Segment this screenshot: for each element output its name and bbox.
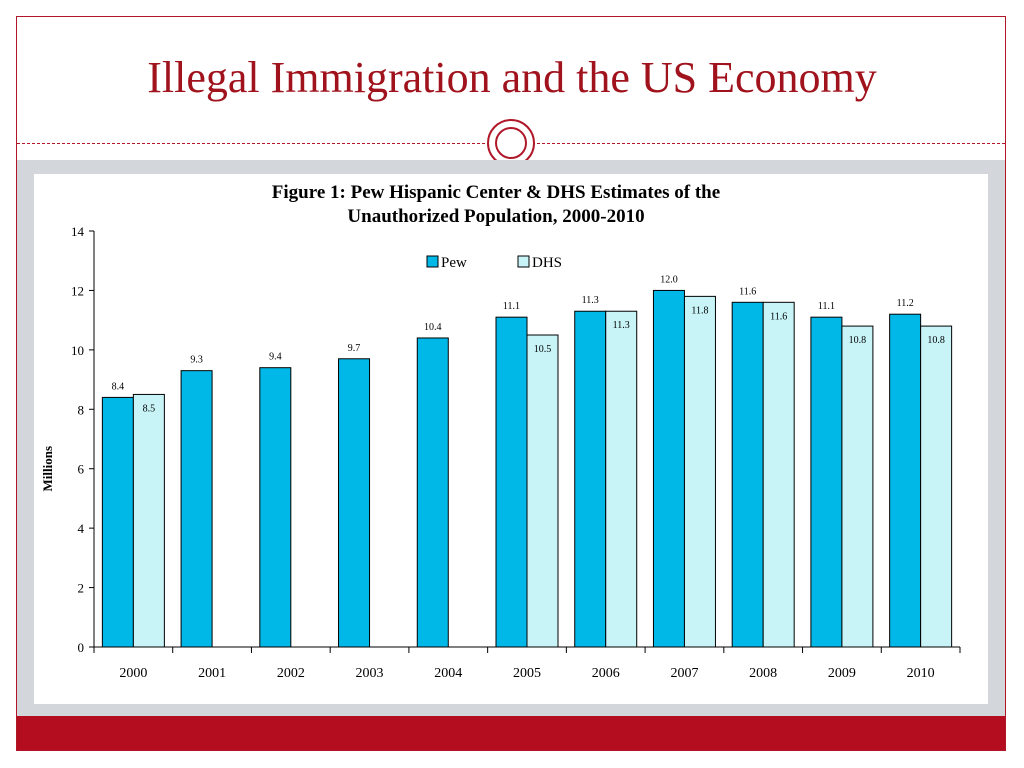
x-tick-label: 2006: [592, 666, 620, 681]
data-label-dhs: 11.8: [691, 305, 708, 316]
bar-chart: Figure 1: Pew Hispanic Center & DHS Esti…: [40, 182, 961, 681]
chart-area: Figure 1: Pew Hispanic Center & DHS Esti…: [34, 174, 988, 704]
y-tick-label: 14: [71, 224, 85, 239]
bar-dhs: [132, 393, 165, 648]
data-label-pew: 11.6: [739, 286, 756, 297]
footer-bar: [17, 716, 1005, 750]
bar-dhs: [762, 301, 795, 648]
data-label-pew: 10.4: [424, 322, 442, 333]
x-tick-label: 2009: [828, 666, 856, 681]
x-tick-label: 2005: [513, 666, 541, 681]
bar-dhs: [526, 334, 559, 648]
y-tick-label: 6: [78, 462, 85, 477]
bar-pew: [574, 310, 607, 648]
data-label-pew: 9.7: [348, 343, 361, 354]
bar-pew: [338, 358, 371, 648]
bar-pew: [416, 337, 449, 648]
data-label-pew: 11.2: [897, 298, 914, 309]
y-axis-title: Millions: [40, 446, 55, 492]
y-tick-label: 10: [71, 343, 84, 358]
bar-pew: [259, 367, 292, 648]
data-label-pew: 11.1: [503, 301, 520, 312]
data-label-pew: 12.0: [660, 274, 678, 285]
data-label-dhs: 11.6: [770, 311, 787, 322]
bar-dhs: [841, 325, 874, 648]
bar-dhs: [683, 295, 716, 648]
slide-title: Illegal Immigration and the US Economy: [147, 53, 877, 102]
bar-pew: [180, 370, 213, 648]
legend-swatch-pew: [426, 255, 439, 268]
data-label-pew: 9.3: [190, 355, 203, 366]
y-tick-label: 8: [78, 402, 85, 417]
legend-swatch-dhs: [517, 255, 530, 268]
data-label-pew: 11.1: [818, 301, 835, 312]
chart-title-line: Unauthorized Population, 2000-2010: [347, 206, 644, 227]
x-tick-label: 2007: [670, 666, 698, 681]
bar-pew: [652, 289, 685, 648]
bar-dhs: [920, 325, 953, 648]
legend-label-pew: Pew: [441, 255, 467, 271]
data-label-pew: 8.4: [112, 381, 125, 392]
data-label-pew: 11.3: [582, 295, 599, 306]
bar-pew: [810, 316, 843, 648]
chart-title-line: Figure 1: Pew Hispanic Center & DHS Esti…: [272, 182, 720, 203]
x-tick-label: 2004: [434, 666, 462, 681]
bar-pew: [731, 301, 764, 648]
bar-pew: [101, 396, 134, 648]
data-label-dhs: 10.8: [927, 335, 945, 346]
y-tick-label: 4: [78, 521, 85, 536]
data-label-dhs: 10.8: [849, 335, 867, 346]
bar-pew: [495, 316, 528, 648]
legend-label-dhs: DHS: [532, 255, 562, 271]
x-tick-label: 2002: [277, 666, 305, 681]
data-label-dhs: 10.5: [534, 344, 552, 355]
x-tick-label: 2000: [119, 666, 147, 681]
x-tick-label: 2008: [749, 666, 777, 681]
x-tick-label: 2010: [907, 666, 935, 681]
data-label-dhs: 8.5: [143, 403, 156, 414]
data-label-pew: 9.4: [269, 352, 282, 363]
y-tick-label: 2: [78, 581, 85, 596]
x-tick-label: 2001: [198, 666, 226, 681]
y-tick-label: 0: [78, 640, 85, 655]
bar-dhs: [605, 310, 638, 648]
bar-pew: [889, 313, 922, 648]
y-tick-label: 12: [71, 283, 84, 298]
x-tick-label: 2003: [356, 666, 384, 681]
data-label-dhs: 11.3: [613, 320, 630, 331]
